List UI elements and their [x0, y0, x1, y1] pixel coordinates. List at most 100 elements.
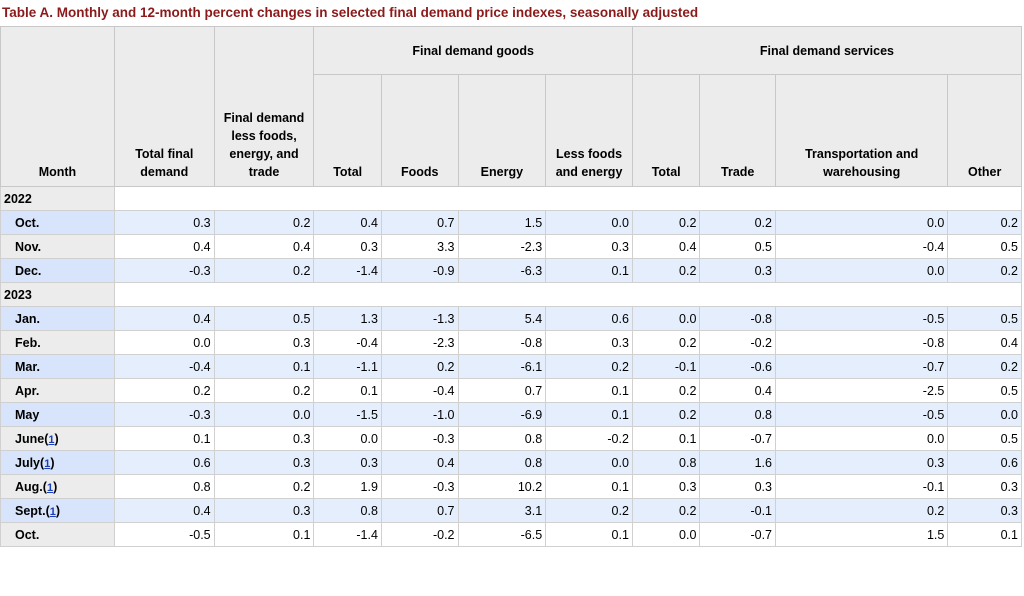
table-row: Oct. -0.5 0.1 -1.4 -0.2 -6.5 0.1 0.0 -0.7 1.5 0.1 — [0, 522, 1022, 547]
value-cell: 0.1 — [545, 402, 633, 427]
value-cell: 0.1 — [113, 426, 215, 451]
value-cell: -0.7 — [699, 522, 776, 547]
value-cell: 0.0 — [774, 258, 949, 283]
value-cell: -0.7 — [774, 354, 949, 379]
value-cell: 0.8 — [457, 426, 547, 451]
total-final-demand-header: Total final demand — [113, 26, 215, 187]
value-cell: 0.4 — [380, 450, 459, 475]
value-cell: -0.1 — [774, 474, 949, 499]
value-cell: -6.3 — [457, 258, 547, 283]
value-cell: 0.4 — [113, 234, 215, 259]
value-cell: -0.4 — [774, 234, 949, 259]
value-cell: 0.8 — [631, 450, 701, 475]
month-label: Oct. — [15, 527, 40, 542]
month-cell: Jan. — [0, 306, 115, 331]
value-cell: -0.8 — [699, 306, 776, 331]
value-cell: 0.7 — [457, 378, 547, 403]
month-header: Month — [0, 26, 115, 187]
footnote-paren: ( — [40, 455, 45, 470]
value-cell: 0.0 — [213, 402, 315, 427]
value-cell: 0.2 — [213, 474, 315, 499]
value-cell: -0.9 — [380, 258, 459, 283]
month-cell: Oct. — [0, 210, 115, 235]
month-cell: Aug.(1) — [0, 474, 115, 499]
value-cell: 3.3 — [380, 234, 459, 259]
value-cell: 0.3 — [313, 450, 382, 475]
services-trade-header: Trade — [699, 74, 776, 187]
month-cell: July(1) — [0, 450, 115, 475]
value-cell: 1.6 — [699, 450, 776, 475]
goods-energy-header: Energy — [457, 74, 547, 187]
value-cell: 0.2 — [213, 378, 315, 403]
month-label: Aug. — [15, 479, 43, 494]
value-cell: 1.3 — [313, 306, 382, 331]
month-label: July — [15, 455, 41, 470]
value-cell: 0.7 — [380, 498, 459, 523]
value-cell: 0.3 — [545, 234, 633, 259]
value-cell: -0.8 — [457, 330, 547, 355]
goods-foods-header: Foods — [380, 74, 459, 187]
value-cell: 0.1 — [545, 522, 633, 547]
footnote-paren: ) — [55, 503, 61, 518]
value-cell: 0.8 — [313, 498, 382, 523]
value-cell: -0.3 — [113, 258, 215, 283]
year-row-filler — [113, 282, 1023, 307]
month-label: Jan. — [15, 311, 41, 326]
footnote-link[interactable]: 1 — [49, 505, 56, 518]
value-cell: 0.1 — [213, 522, 315, 547]
month-cell: June(1) — [0, 426, 115, 451]
value-cell: -1.1 — [313, 354, 382, 379]
value-cell: 0.3 — [113, 210, 215, 235]
price-index-table: Month Total final demand Final demand le… — [0, 26, 1023, 547]
value-cell: -0.2 — [699, 330, 776, 355]
table-row: June(1) 0.1 0.3 0.0 -0.3 0.8 -0.2 0.1 -0.7 0.0 0.5 — [0, 426, 1022, 451]
value-cell: -0.8 — [774, 330, 949, 355]
table-row: Mar. -0.4 0.1 -1.1 0.2 -6.1 0.2 -0.1 -0.6 -0.7 0.2 — [0, 354, 1022, 379]
value-cell: 0.3 — [313, 234, 382, 259]
value-cell: 0.0 — [545, 450, 633, 475]
value-cell: 0.2 — [774, 498, 949, 523]
value-cell: 0.3 — [545, 330, 633, 355]
value-cell: -0.2 — [380, 522, 459, 547]
value-cell: 0.0 — [545, 210, 633, 235]
value-cell: -0.4 — [113, 354, 215, 379]
value-cell: 0.1 — [631, 426, 701, 451]
value-cell: 0.3 — [774, 450, 949, 475]
value-cell: 5.4 — [457, 306, 547, 331]
services-total-header: Total — [631, 74, 701, 187]
footnote-paren: ( — [44, 431, 49, 446]
value-cell: 0.2 — [113, 378, 215, 403]
footnote-link[interactable]: 1 — [44, 457, 51, 470]
value-cell: 0.2 — [631, 378, 701, 403]
value-cell: 0.3 — [631, 474, 701, 499]
value-cell: -6.5 — [457, 522, 547, 547]
value-cell: 0.1 — [313, 378, 382, 403]
table-row: May -0.3 0.0 -1.5 -1.0 -6.9 0.1 0.2 0.8 -0.5 0.0 — [0, 402, 1022, 427]
value-cell: 0.5 — [947, 426, 1022, 451]
value-cell: 0.3 — [213, 426, 315, 451]
goods-total-header: Total — [313, 74, 382, 187]
value-cell: 0.3 — [213, 330, 315, 355]
table-row: Nov. 0.4 0.4 0.3 3.3 -2.3 0.3 0.4 0.5 -0.4 0.5 — [0, 234, 1022, 259]
month-cell: Sept.(1) — [0, 498, 115, 523]
value-cell: 0.0 — [947, 402, 1022, 427]
month-cell: Dec. — [0, 258, 115, 283]
value-cell: 0.3 — [947, 474, 1022, 499]
table-row: July(1) 0.6 0.3 0.3 0.4 0.8 0.0 0.8 1.6 0.3 0.6 — [0, 450, 1022, 475]
services-transportation-header: Transportation and warehousing — [774, 74, 949, 187]
value-cell: 0.2 — [947, 258, 1022, 283]
value-cell: 0.5 — [947, 306, 1022, 331]
month-cell: Nov. — [0, 234, 115, 259]
footnote-link[interactable]: 1 — [48, 433, 55, 446]
value-cell: 0.0 — [774, 426, 949, 451]
footnote-link[interactable]: 1 — [46, 481, 54, 494]
value-cell: -0.3 — [380, 474, 459, 499]
footnote-paren: ( — [45, 503, 50, 518]
final-demand-services-header: Final demand services — [631, 26, 1023, 75]
value-cell: -0.5 — [113, 522, 215, 547]
value-cell: 0.8 — [699, 402, 776, 427]
month-label: Feb. — [15, 335, 41, 350]
table-row: Aug.(1) 0.8 0.2 1.9 -0.3 10.2 0.1 0.3 0.3 -0.1 0.3 — [0, 474, 1022, 499]
year-label: 2023 — [0, 282, 115, 307]
value-cell: 0.5 — [213, 306, 315, 331]
